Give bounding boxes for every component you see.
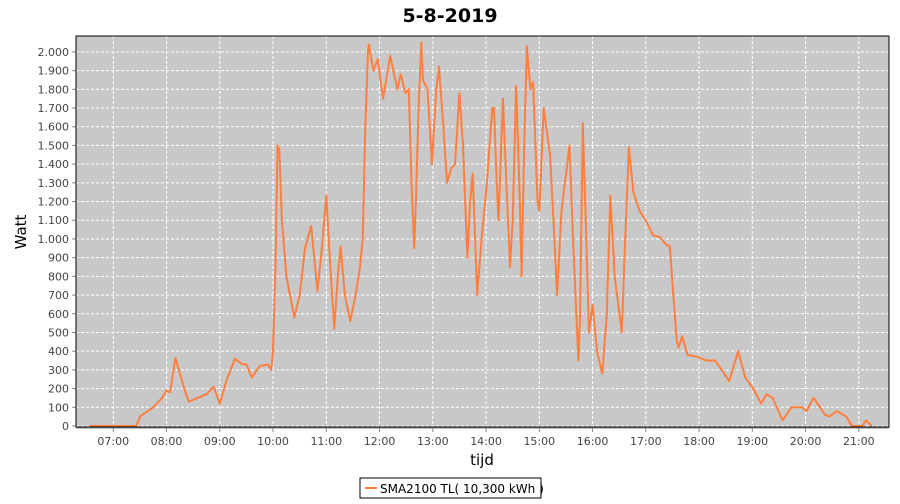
y-tick-label: 0	[62, 420, 69, 433]
x-tick-label: 13:00	[417, 435, 449, 448]
y-tick-label: 600	[48, 308, 69, 321]
x-tick-label: 11:00	[310, 435, 342, 448]
x-axis-label: tijd	[470, 451, 494, 469]
series-line	[89, 41, 873, 427]
x-tick-label: 16:00	[577, 435, 609, 448]
y-tick-label: 1.800	[38, 83, 70, 96]
y-tick-label: 1.300	[38, 177, 70, 190]
x-tick-label: 07:00	[97, 435, 129, 448]
y-tick-label: 1.200	[38, 196, 70, 209]
y-tick-label: 1.900	[38, 65, 70, 78]
x-tick-label: 12:00	[364, 435, 396, 448]
y-tick-label: 400	[48, 345, 69, 358]
y-tick-label: 900	[48, 252, 69, 265]
grid	[76, 36, 889, 427]
legend: SMA2100 TL( 10,300 kWh )	[359, 477, 544, 499]
y-axis-label: Watt	[12, 214, 30, 249]
x-tick-label: 08:00	[151, 435, 183, 448]
x-tick-label: 10:00	[257, 435, 289, 448]
legend-label: SMA2100 TL( 10,300 kWh )	[380, 482, 544, 496]
y-tick-label: 500	[48, 326, 69, 339]
y-tick-label: 800	[48, 270, 69, 283]
x-tick-label: 19:00	[736, 435, 768, 448]
x-tick-label: 14:00	[470, 435, 502, 448]
y-tick-label: 1.000	[38, 233, 70, 246]
x-axis: 07:00 08:00 09:00 10:00 11:00 12:00 13:00 14:00…	[76, 427, 889, 448]
y-tick-label: 1.100	[38, 214, 70, 227]
y-tick-label: 1.400	[38, 158, 70, 171]
y-tick-label: 2.000	[38, 46, 70, 59]
y-tick-label: 1.500	[38, 139, 70, 152]
x-tick-label: 20:00	[790, 435, 822, 448]
y-tick-label: 700	[48, 289, 69, 302]
x-tick-label: 21:00	[843, 435, 875, 448]
plot-border	[75, 35, 890, 428]
y-tick-label: 100	[48, 401, 69, 414]
series-layer	[89, 41, 873, 427]
x-tick-label: 18:00	[683, 435, 715, 448]
x-tick-label: 15:00	[523, 435, 555, 448]
x-tick-label: 17:00	[630, 435, 662, 448]
y-tick-label: 300	[48, 364, 69, 377]
chart-title: 5-8-2019	[402, 5, 497, 27]
y-tick-label: 200	[48, 383, 69, 396]
x-tick-label: 09:00	[204, 435, 236, 448]
legend-box	[359, 477, 542, 499]
y-axis: 0 100 200 300 400 500 600 700 800 900 1.000 1.100 1.…	[38, 46, 76, 433]
y-tick-label: 1.700	[38, 102, 70, 115]
y-tick-label: 1.600	[38, 121, 70, 134]
